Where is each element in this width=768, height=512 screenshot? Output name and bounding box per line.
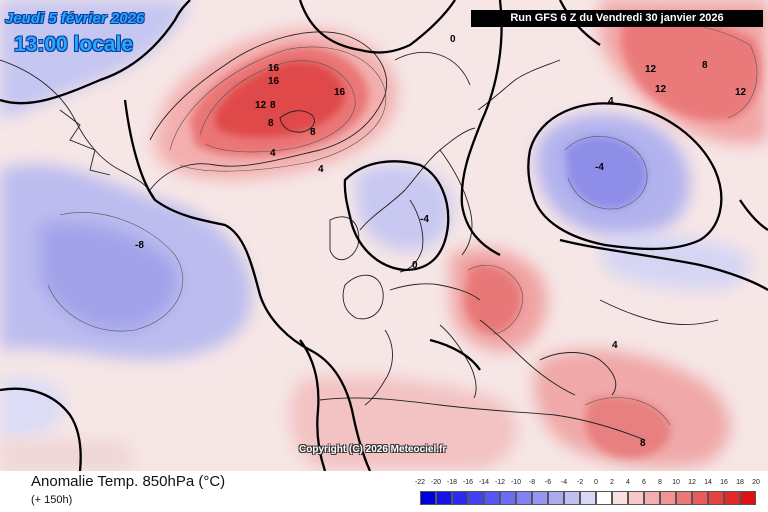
legend-color-box [644, 491, 660, 505]
anomaly-field [0, 0, 768, 471]
legend-tick-label: 10 [672, 479, 680, 486]
legend-color-box [468, 491, 484, 505]
legend-color-box [724, 491, 740, 505]
legend-tick-label: 12 [688, 479, 696, 486]
contour-label: 12 [255, 100, 267, 111]
contour-label: 4 [270, 148, 276, 159]
map-subtitle: (+ 150h) [31, 494, 73, 506]
legend-color-box [500, 491, 516, 505]
legend-tick-label: -22 [414, 479, 426, 486]
legend-tick-label: 8 [658, 479, 662, 486]
copyright-label: Copyright (C) 2026 Meteociel.fr [299, 444, 447, 455]
contour-label: 8 [702, 60, 708, 71]
legend-color-box [596, 491, 612, 505]
legend-color-box [708, 491, 724, 505]
legend-color-box [564, 491, 580, 505]
contour-label: 0 [412, 260, 418, 271]
legend-tick-label: -12 [494, 479, 506, 486]
footer: Anomalie Temp. 850hPa (°C) (+ 150h) -22-… [0, 471, 768, 512]
legend-color-box [628, 491, 644, 505]
contour-label: 8 [270, 100, 276, 111]
legend-tick-label: 0 [594, 479, 598, 486]
legend-color-box [660, 491, 676, 505]
forecast-time: 13:00 locale [14, 33, 134, 56]
forecast-date: Jeudi 5 février 2026 [5, 10, 145, 27]
legend-color-box [740, 491, 756, 505]
contour-label: -4 [595, 162, 604, 173]
legend-color-box [692, 491, 708, 505]
legend-color-box [532, 491, 548, 505]
contour-label: 8 [310, 127, 316, 138]
legend-tick-label: 2 [610, 479, 614, 486]
contour-label: 12 [655, 84, 667, 95]
color-legend: -22 -20 -18 -16 -14 -12 -10 -8 -6 -4 -2 0 2 4 6 8 10 12 14… [415, 479, 760, 507]
legend-color-box [452, 491, 468, 505]
contour-label: 12 [645, 64, 657, 75]
map-canvas: 16 16 16 12 8 8 8 4 4 0 -4 -8 12 12 12 8… [0, 0, 768, 471]
legend-color-box [484, 491, 500, 505]
legend-color-box [676, 491, 692, 505]
legend-tick-label: -8 [528, 479, 536, 486]
legend-color-box [580, 491, 596, 505]
legend-tick-label: -6 [544, 479, 552, 486]
anomaly-contours [0, 0, 768, 471]
contour-label: 8 [640, 438, 646, 449]
legend-tick-label: -4 [560, 479, 568, 486]
contour-label: 12 [735, 87, 747, 98]
legend-tick-label: -16 [462, 479, 474, 486]
legend-tick-label: 18 [736, 479, 744, 486]
legend-color-box [612, 491, 628, 505]
legend-tick-label: 6 [642, 479, 646, 486]
contour-labels: 16 16 16 12 8 8 8 4 4 0 -4 -8 12 12 12 8… [135, 34, 747, 449]
contour-label: 16 [268, 76, 280, 87]
legend-color-box [516, 491, 532, 505]
legend-tick-label: 4 [626, 479, 630, 486]
legend-tick-label: -2 [576, 479, 584, 486]
contour-label: 16 [268, 63, 280, 74]
legend-tick-label: -14 [478, 479, 490, 486]
legend-color-box [548, 491, 564, 505]
map-title: Anomalie Temp. 850hPa (°C) [31, 473, 226, 490]
legend-tick-label: 14 [704, 479, 712, 486]
contour-label: 4 [608, 96, 614, 107]
legend-tick-label: 20 [752, 479, 760, 486]
contour-label: 0 [450, 34, 456, 45]
legend-tick-label: -18 [446, 479, 458, 486]
legend-color-box [420, 491, 436, 505]
contour-label: 4 [318, 164, 324, 175]
legend-tick-label: -10 [510, 479, 522, 486]
legend-tick-label: 16 [720, 479, 728, 486]
contour-label: -8 [135, 240, 144, 251]
legend-color-box [436, 491, 452, 505]
run-info: Run GFS 6 Z du Vendredi 30 janvier 2026 [471, 10, 763, 27]
legend-tick-label: -20 [430, 479, 442, 486]
contour-label: 8 [268, 118, 274, 129]
contour-label: 4 [612, 340, 618, 351]
coastlines [0, 31, 719, 441]
anomaly-map: 16 16 16 12 8 8 8 4 4 0 -4 -8 12 12 12 8… [0, 0, 768, 471]
contour-label: 16 [334, 87, 346, 98]
contour-label: -4 [420, 214, 429, 225]
